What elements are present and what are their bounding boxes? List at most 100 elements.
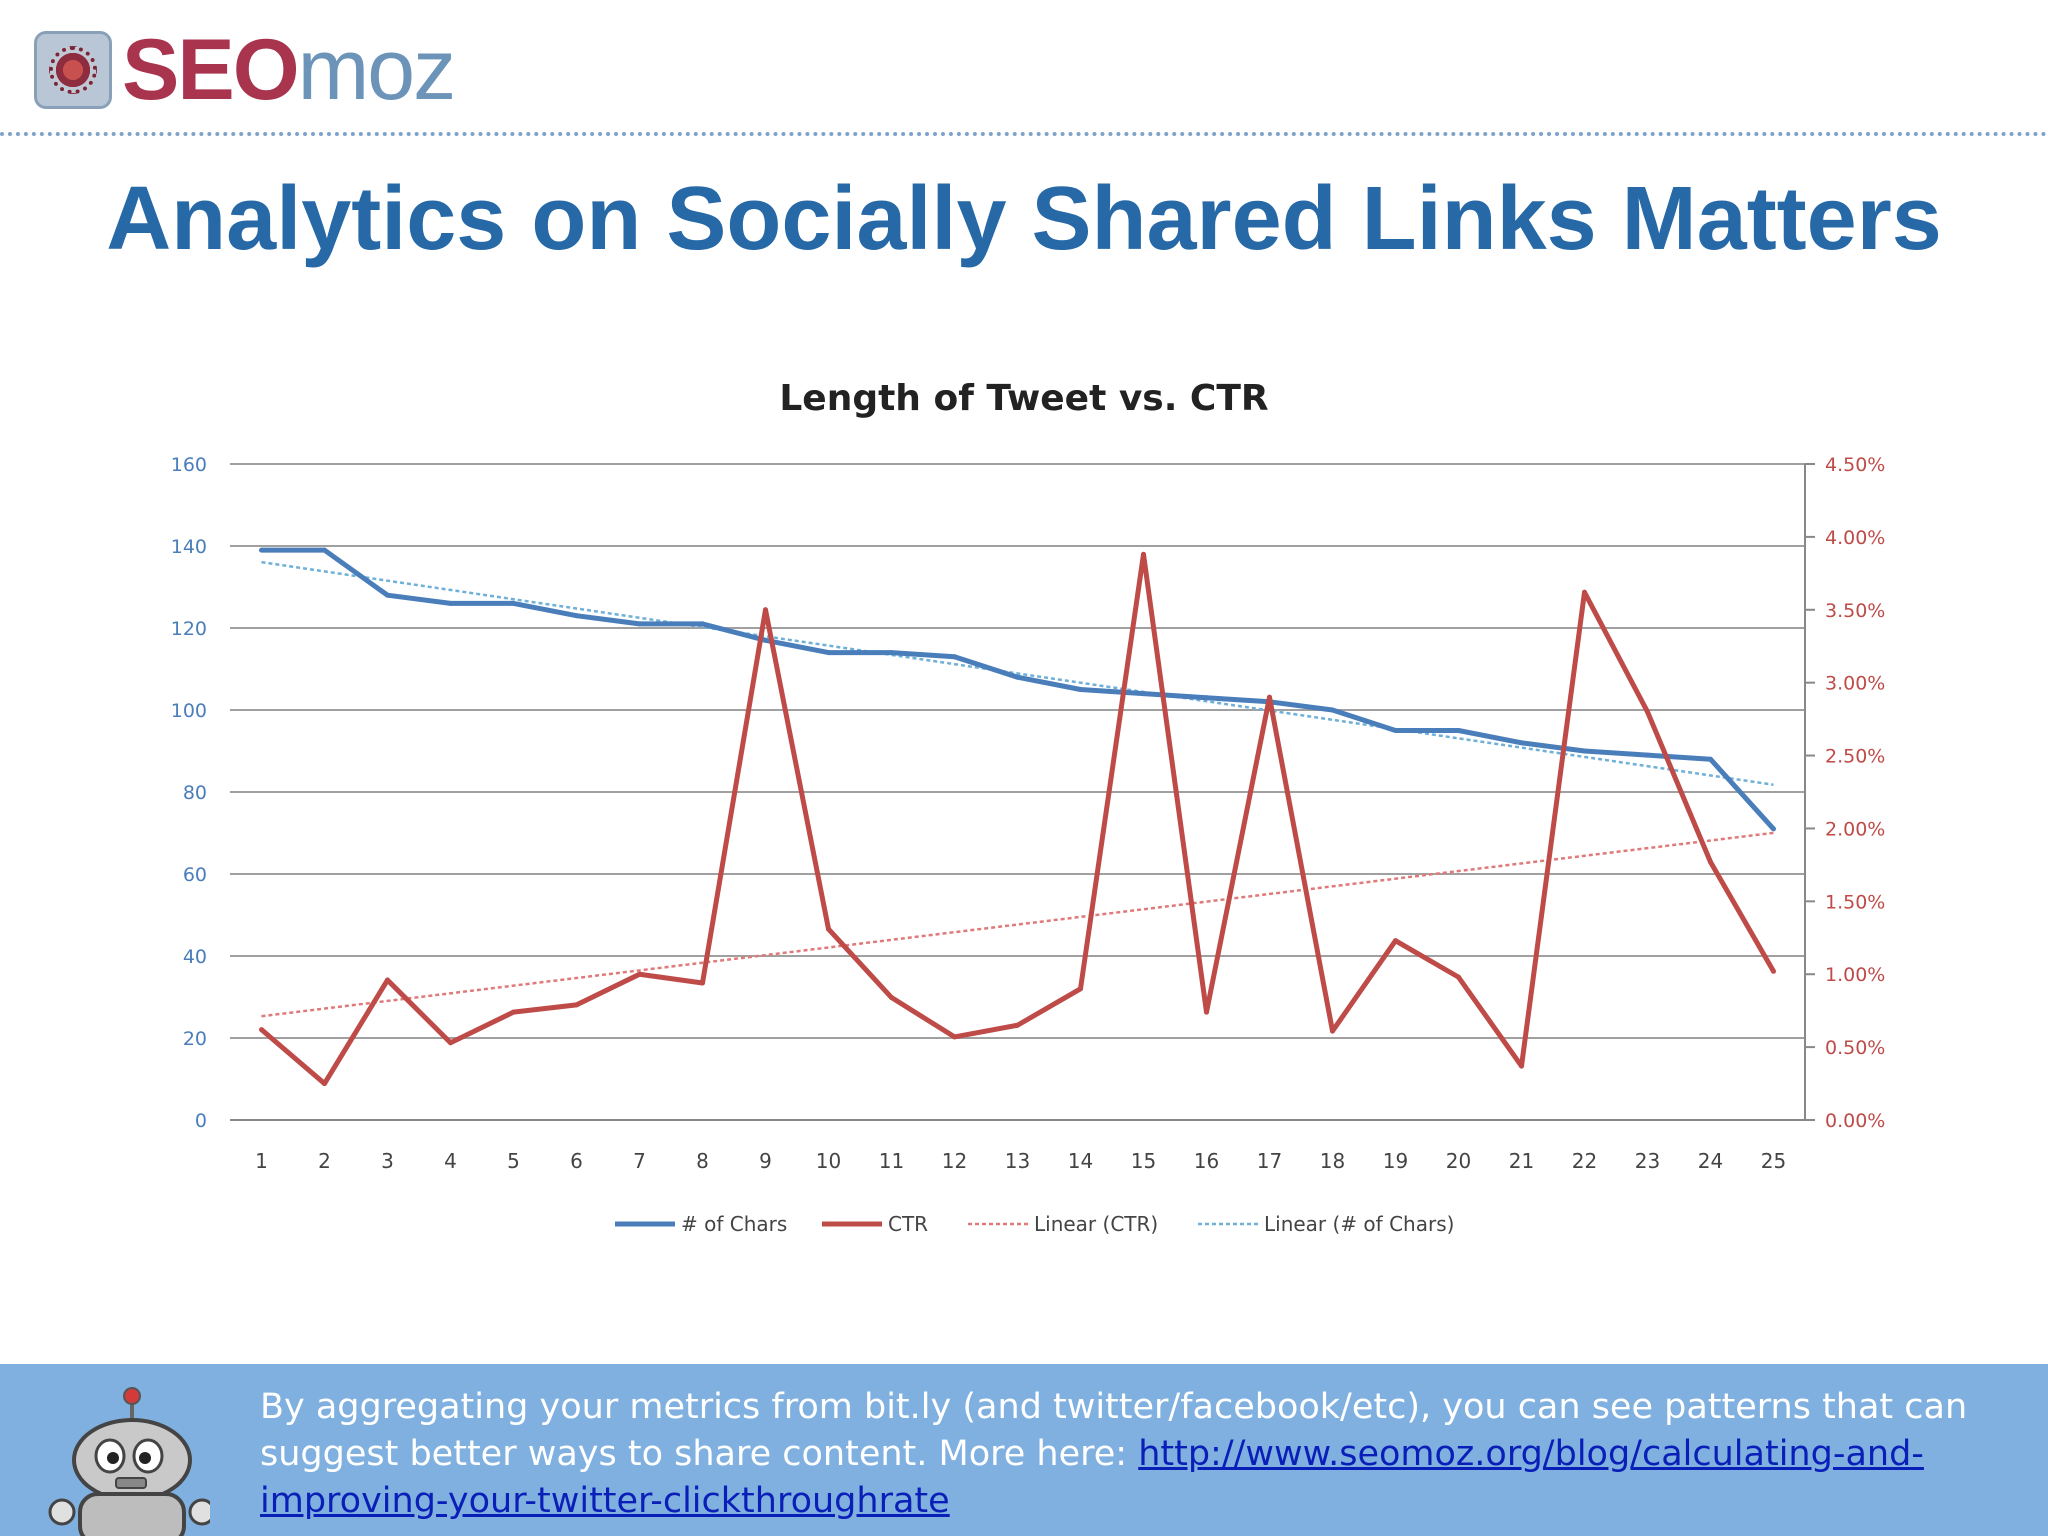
- trendline--of-chars: [261, 560, 1774, 786]
- y-right-tick-label: 2.50%: [1825, 746, 1885, 768]
- y-right-tick-label: 4.00%: [1825, 527, 1885, 549]
- y-left-tick-label: 80: [183, 782, 207, 804]
- data-point: [511, 600, 516, 606]
- logo-seo: SEO: [122, 22, 300, 118]
- data-point: [1393, 728, 1398, 733]
- series-line--of-chars: [261, 547, 1776, 831]
- data-point: [1771, 968, 1776, 974]
- x-tick-label: 1: [255, 1149, 268, 1173]
- data-point: [1519, 740, 1524, 746]
- x-tick-label: 20: [1446, 1149, 1471, 1173]
- data-point: [1078, 986, 1083, 992]
- y-left-tick-label: 40: [183, 946, 207, 968]
- data-point: [448, 600, 453, 606]
- data-point: [1078, 687, 1083, 692]
- x-tick-label: 14: [1068, 1149, 1093, 1173]
- data-point: [322, 547, 327, 553]
- x-tick-label: 2: [318, 1149, 331, 1173]
- data-point: [259, 1027, 264, 1033]
- data-point: [1582, 748, 1587, 754]
- y-left-tick-label: 120: [171, 618, 207, 640]
- x-tick-label: 8: [696, 1149, 709, 1173]
- y-left-tick-label: 60: [183, 864, 207, 886]
- seomoz-logo: SEOmoz: [34, 27, 456, 113]
- data-point: [700, 980, 705, 986]
- x-tick-label: 4: [444, 1149, 457, 1173]
- data-point: [637, 971, 642, 977]
- x-tick-label: 24: [1698, 1149, 1723, 1173]
- x-tick-label: 22: [1572, 1149, 1597, 1173]
- y-right-tick-label: 0.50%: [1825, 1037, 1885, 1059]
- data-point: [1141, 551, 1146, 557]
- data-point: [889, 995, 894, 1001]
- x-tick-label: 5: [507, 1149, 520, 1173]
- data-point: [763, 637, 768, 643]
- data-point: [700, 621, 705, 627]
- data-point: [1015, 1022, 1020, 1028]
- legend-label: CTR: [888, 1212, 928, 1236]
- y-right-tick-label: 0.00%: [1825, 1110, 1885, 1132]
- data-point: [1393, 938, 1398, 944]
- data-point: [1708, 859, 1713, 865]
- y-left-tick-label: 20: [183, 1028, 207, 1050]
- chart-title: Length of Tweet vs. CTR: [779, 378, 1268, 419]
- data-point: [889, 650, 894, 656]
- data-point: [322, 1081, 327, 1087]
- footer-link[interactable]: http://www.seomoz.org/blog/calculating-a…: [260, 1434, 1924, 1521]
- data-point: [574, 1002, 579, 1008]
- x-tick-label: 25: [1761, 1149, 1786, 1173]
- data-point: [1141, 691, 1146, 697]
- footer-text: By aggregating your metrics from bit.ly …: [260, 1384, 2000, 1525]
- series-line-ctr: [259, 551, 1776, 1087]
- data-point: [259, 547, 264, 553]
- x-tick-label: 18: [1320, 1149, 1345, 1173]
- x-tick-label: 7: [633, 1149, 646, 1173]
- slide-title: Analytics on Socially Shared Links Matte…: [106, 169, 1942, 269]
- line-chart: Length of Tweet vs. CTR02040608010012014…: [171, 378, 1886, 1236]
- data-point: [574, 613, 579, 619]
- header-divider: [0, 132, 2048, 136]
- y-left-tick-label: 140: [171, 536, 207, 558]
- legend-label: # of Chars: [681, 1212, 787, 1236]
- data-point: [952, 654, 957, 660]
- data-point: [952, 1034, 957, 1040]
- footer-banner: By aggregating your metrics from bit.ly …: [0, 1364, 2048, 1536]
- data-point: [826, 650, 831, 656]
- legend-label: Linear (# of Chars): [1264, 1212, 1454, 1236]
- y-right-tick-label: 1.00%: [1825, 964, 1885, 986]
- x-tick-label: 21: [1509, 1149, 1534, 1173]
- x-tick-label: 3: [381, 1149, 394, 1173]
- data-point: [1456, 728, 1461, 733]
- x-tick-label: 16: [1194, 1149, 1219, 1173]
- logo-moz: moz: [297, 22, 456, 118]
- x-tick-label: 15: [1131, 1149, 1156, 1173]
- x-tick-label: 12: [942, 1149, 967, 1173]
- data-point: [1645, 752, 1650, 758]
- legend-label: Linear (CTR): [1034, 1212, 1158, 1236]
- data-point: [511, 1009, 516, 1015]
- data-point: [1267, 694, 1272, 700]
- x-tick-label: 23: [1635, 1149, 1660, 1173]
- y-right-tick-label: 1.50%: [1825, 891, 1885, 913]
- y-right-tick-label: 2.00%: [1825, 818, 1885, 840]
- data-point: [1204, 1009, 1209, 1015]
- data-point: [1708, 756, 1713, 762]
- y-left-tick-label: 160: [171, 454, 207, 476]
- y-right-tick-label: 4.50%: [1825, 454, 1885, 476]
- logo-gear-icon: [34, 31, 112, 109]
- y-left-tick-label: 0: [195, 1110, 207, 1132]
- x-tick-label: 19: [1383, 1149, 1408, 1173]
- data-point: [1519, 1063, 1524, 1069]
- data-point: [826, 926, 831, 932]
- y-right-tick-label: 3.00%: [1825, 673, 1885, 695]
- y-left-tick-label: 100: [171, 700, 207, 722]
- x-tick-label: 9: [759, 1149, 772, 1173]
- data-point: [448, 1040, 453, 1046]
- trendline-ctr: [261, 831, 1774, 1018]
- footer-body-text: By aggregating your metrics from bit.ly …: [260, 1387, 1968, 1474]
- x-tick-label: 11: [879, 1149, 904, 1173]
- x-tick-label: 10: [816, 1149, 841, 1173]
- logo-text: SEOmoz: [122, 27, 456, 113]
- x-tick-label: 17: [1257, 1149, 1282, 1173]
- x-tick-label: 6: [570, 1149, 583, 1173]
